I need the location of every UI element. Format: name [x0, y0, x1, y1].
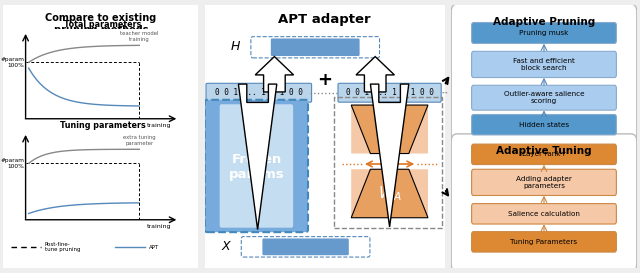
FancyBboxPatch shape [472, 114, 616, 135]
FancyBboxPatch shape [472, 204, 616, 224]
Polygon shape [351, 105, 428, 153]
Polygon shape [409, 169, 428, 218]
FancyBboxPatch shape [198, 0, 452, 273]
Text: 0 0 1 ... 1 1 1 0 0: 0 0 1 ... 1 1 1 0 0 [215, 88, 303, 97]
FancyBboxPatch shape [451, 4, 637, 144]
FancyBboxPatch shape [472, 22, 616, 43]
Polygon shape [409, 105, 428, 153]
FancyBboxPatch shape [262, 238, 349, 255]
FancyBboxPatch shape [451, 134, 637, 271]
Text: training: training [147, 224, 172, 229]
Text: Salience calculation: Salience calculation [508, 211, 580, 217]
Text: Post-fine-
tune pruning: Post-fine- tune pruning [45, 242, 80, 253]
FancyBboxPatch shape [472, 232, 616, 252]
FancyBboxPatch shape [220, 104, 293, 228]
Polygon shape [255, 57, 294, 92]
Text: extra tuning
parameter: extra tuning parameter [123, 135, 156, 146]
Text: $\mathbf{r}_{apt}$: $\mathbf{r}_{apt}$ [380, 141, 400, 156]
Title: Total parameters: Total parameters [64, 20, 141, 29]
Text: $W_A$: $W_A$ [378, 184, 401, 203]
FancyBboxPatch shape [241, 237, 370, 257]
Text: Layer rank r: Layer rank r [522, 151, 566, 157]
Text: #param
100%: #param 100% [0, 57, 24, 68]
Title: Tuning parameters: Tuning parameters [60, 121, 145, 130]
Text: APT: APT [148, 245, 159, 250]
FancyBboxPatch shape [338, 83, 441, 102]
FancyBboxPatch shape [205, 100, 308, 232]
Polygon shape [239, 84, 277, 230]
Text: Adaptive Tuning: Adaptive Tuning [496, 146, 592, 156]
Text: Fast and efficient
block search: Fast and efficient block search [513, 58, 575, 71]
FancyBboxPatch shape [472, 169, 616, 195]
Text: Frozen
params: Frozen params [228, 153, 284, 181]
Polygon shape [356, 57, 394, 92]
Text: teacher model
training: teacher model training [120, 31, 159, 42]
Text: Tuning Parameters: Tuning Parameters [511, 239, 577, 245]
Polygon shape [371, 84, 409, 227]
Text: Compare to existing
pruning methods: Compare to existing pruning methods [45, 13, 156, 35]
FancyBboxPatch shape [206, 83, 312, 102]
FancyBboxPatch shape [271, 38, 360, 56]
Text: Hidden states: Hidden states [519, 122, 569, 128]
FancyBboxPatch shape [0, 0, 204, 273]
Text: training: training [147, 123, 172, 128]
Text: Pruning musk: Pruning musk [519, 30, 569, 36]
FancyBboxPatch shape [251, 37, 380, 58]
Polygon shape [351, 169, 371, 218]
Text: $W_B$: $W_B$ [378, 120, 401, 139]
Text: APT adapter: APT adapter [278, 13, 371, 26]
Text: Outlier-aware salience
scoring: Outlier-aware salience scoring [504, 91, 584, 104]
Text: Adaptive Pruning: Adaptive Pruning [493, 17, 595, 27]
Text: +: + [317, 71, 332, 89]
Text: 0 0 1 ... 1 1 1 0 0: 0 0 1 ... 1 1 1 0 0 [346, 88, 433, 97]
Text: #param
100%: #param 100% [0, 158, 24, 169]
FancyBboxPatch shape [472, 85, 616, 110]
FancyBboxPatch shape [472, 51, 616, 78]
Text: $\mathit{X}$: $\mathit{X}$ [221, 240, 232, 253]
Polygon shape [351, 105, 371, 153]
Text: Adding adapter
parameters: Adding adapter parameters [516, 176, 572, 189]
Text: $\mathit{H}$: $\mathit{H}$ [230, 40, 241, 53]
Polygon shape [351, 169, 428, 218]
FancyBboxPatch shape [472, 144, 616, 165]
